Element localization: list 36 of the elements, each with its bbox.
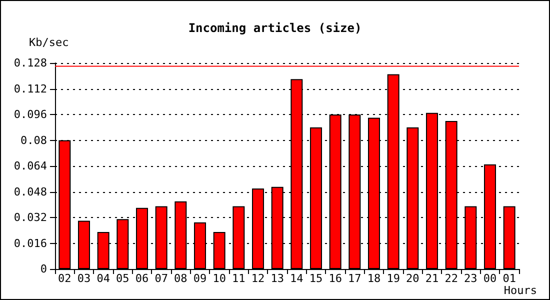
x-tick-label: 13 — [270, 272, 284, 285]
x-tick-label: 10 — [212, 272, 226, 285]
y-tick-label: 0.112 — [14, 82, 47, 96]
y-tick-label: 0.016 — [14, 236, 47, 250]
x-tick-label: 19 — [386, 272, 400, 285]
x-tick-label: 06 — [135, 272, 149, 285]
x-tick-label: 11 — [232, 272, 246, 285]
x-tick-label: 07 — [154, 272, 168, 285]
y-tick-label: 0 — [40, 262, 47, 276]
x-tick-label: 02 — [58, 272, 72, 285]
x-tick-label: 18 — [367, 272, 381, 285]
x-tick-label: 08 — [174, 272, 188, 285]
y-tick-label: 0.08 — [20, 134, 47, 147]
x-tick-label: 03 — [77, 272, 91, 285]
x-tick-label: 01 — [502, 272, 516, 285]
x-tick-label: 15 — [309, 272, 323, 285]
x-tick-label: 14 — [290, 272, 304, 285]
y-tick-label: 0.128 — [14, 56, 47, 70]
x-axis-title: Hours — [504, 284, 538, 297]
x-tick-label: 17 — [348, 272, 362, 285]
y-tick-label: 0.032 — [14, 211, 47, 224]
y-tick-label: 0.064 — [14, 160, 48, 172]
y-tick-label: 0.048 — [14, 185, 47, 198]
x-tick-label: 00 — [483, 272, 497, 285]
x-tick-label: 09 — [193, 272, 207, 285]
chart-title: Incoming articles (size) — [188, 21, 362, 35]
x-tick-label: 20 — [406, 272, 420, 285]
y-axis-title: Kb/sec — [29, 36, 69, 49]
x-tick-label: 05 — [116, 272, 130, 285]
x-tick-label: 21 — [425, 272, 439, 285]
x-tick-label: 12 — [251, 272, 265, 285]
y-tick-label: 0.096 — [14, 108, 47, 121]
x-tick-label: 23 — [464, 272, 478, 285]
x-tick-label: 22 — [444, 272, 458, 285]
x-tick-label: 04 — [96, 272, 110, 285]
x-tick-label: 16 — [328, 272, 342, 285]
